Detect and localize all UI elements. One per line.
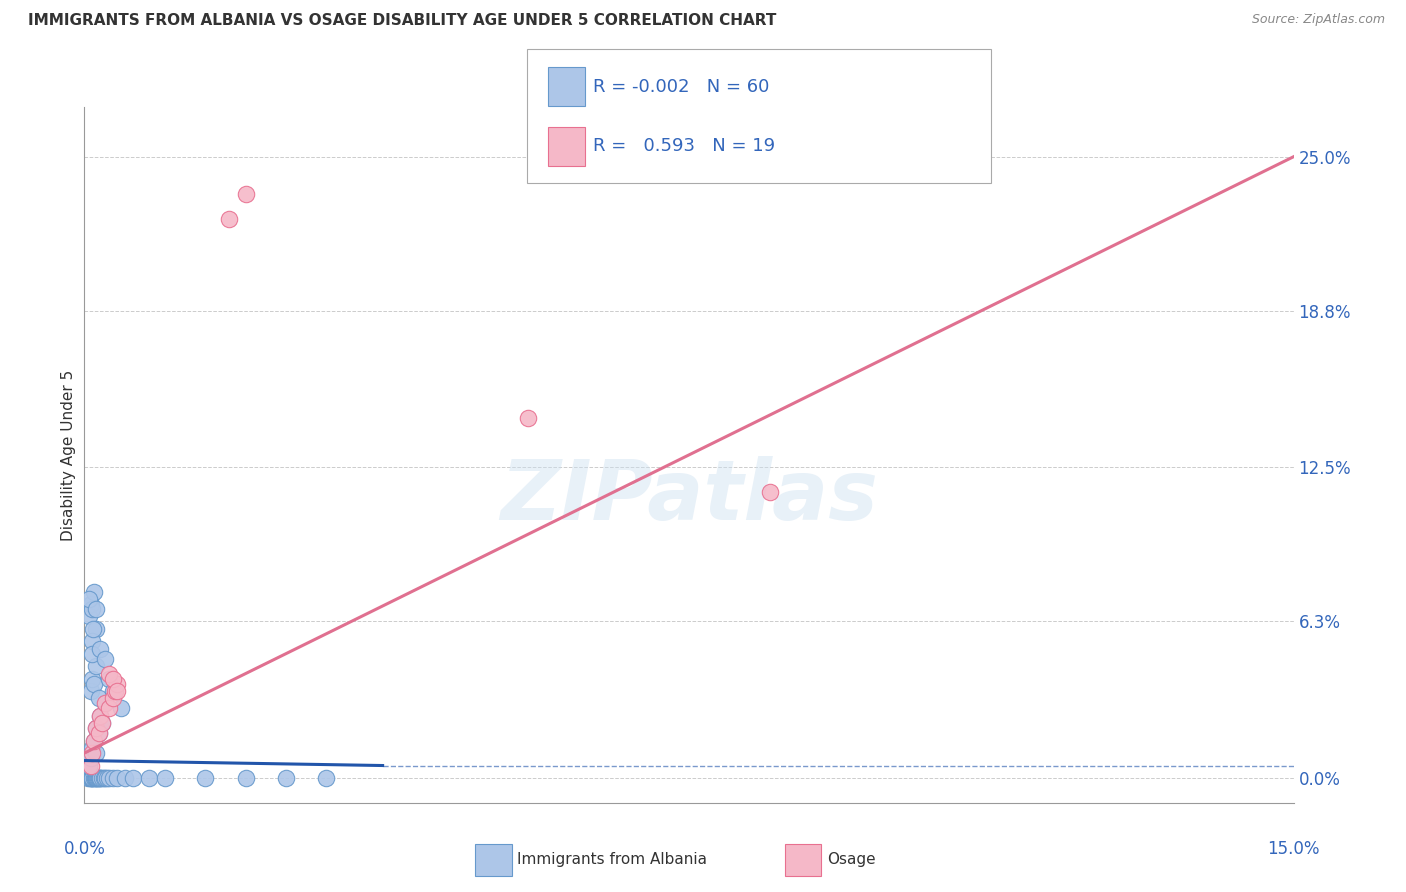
Point (315, 771, 337, 785)
Text: Osage: Osage (827, 853, 876, 867)
Text: Source: ZipAtlas.com: Source: ZipAtlas.com (1251, 13, 1385, 27)
Point (80, 751, 103, 765)
Point (153, 771, 176, 785)
Point (89, 771, 111, 785)
Point (82, 602, 104, 616)
Point (89, 771, 111, 785)
Point (138, 771, 160, 785)
Point (84, 771, 107, 785)
Point (105, 676, 128, 690)
Point (89, 708, 111, 723)
Point (274, 771, 297, 785)
Point (194, 771, 217, 785)
Point (87, 691, 110, 706)
Text: ZIPatlas: ZIPatlas (501, 456, 877, 537)
Point (83, 584, 105, 599)
Point (80, 684, 103, 698)
Point (82, 741, 104, 756)
Text: Immigrants from Albania: Immigrants from Albania (517, 853, 707, 867)
Point (77, 609, 100, 624)
Point (84, 602, 107, 616)
Point (80, 597, 103, 611)
Point (218, 211, 240, 226)
Point (91, 716, 114, 731)
Point (93, 697, 115, 711)
Point (110, 701, 132, 715)
Point (91, 771, 114, 785)
Point (235, 187, 257, 202)
Point (79, 771, 101, 785)
Point (101, 771, 124, 785)
Text: 15.0%: 15.0% (1267, 840, 1320, 858)
Text: R = -0.002   N = 60: R = -0.002 N = 60 (593, 78, 769, 95)
Point (87, 726, 110, 740)
Point (516, 410, 538, 425)
Point (114, 771, 136, 785)
Point (89, 641, 111, 656)
Point (86, 622, 108, 636)
Point (93, 697, 115, 711)
Point (77, 758, 100, 772)
Point (87, 771, 110, 785)
Point (93, 771, 115, 785)
Point (82, 771, 104, 785)
Point (86, 659, 108, 673)
Point (87, 726, 110, 740)
Point (105, 684, 128, 698)
Point (83, 771, 105, 785)
Point (758, 485, 780, 500)
Point (96, 771, 118, 785)
Point (86, 721, 108, 735)
Point (82, 672, 104, 686)
Point (82, 746, 104, 760)
Text: IMMIGRANTS FROM ALBANIA VS OSAGE DISABILITY AGE UNDER 5 CORRELATION CHART: IMMIGRANTS FROM ALBANIA VS OSAGE DISABIL… (28, 13, 776, 29)
Point (86, 721, 108, 735)
Point (82, 622, 104, 636)
Point (86, 771, 108, 785)
Point (91, 716, 114, 731)
Point (97, 771, 120, 785)
Point (105, 771, 128, 785)
Point (77, 592, 100, 607)
Point (104, 684, 127, 698)
Point (80, 634, 103, 648)
Point (83, 771, 105, 785)
Point (121, 771, 143, 785)
Point (89, 708, 111, 723)
Point (77, 771, 100, 785)
Point (80, 771, 103, 785)
Point (87, 771, 110, 785)
Point (80, 758, 103, 772)
Point (101, 691, 124, 706)
Point (82, 771, 104, 785)
Text: R =   0.593   N = 19: R = 0.593 N = 19 (593, 137, 776, 155)
Point (101, 684, 124, 698)
Point (97, 666, 120, 681)
Point (83, 733, 105, 747)
Point (84, 746, 107, 760)
Point (83, 733, 105, 747)
Point (94, 771, 117, 785)
Point (97, 701, 120, 715)
Point (82, 647, 104, 661)
Point (97, 672, 120, 686)
Point (235, 771, 257, 785)
Text: 0.0%: 0.0% (63, 840, 105, 858)
Point (86, 771, 108, 785)
Point (83, 676, 105, 690)
Point (80, 771, 103, 785)
Point (101, 672, 124, 686)
Y-axis label: Disability Age Under 5: Disability Age Under 5 (60, 369, 76, 541)
Point (93, 651, 115, 665)
